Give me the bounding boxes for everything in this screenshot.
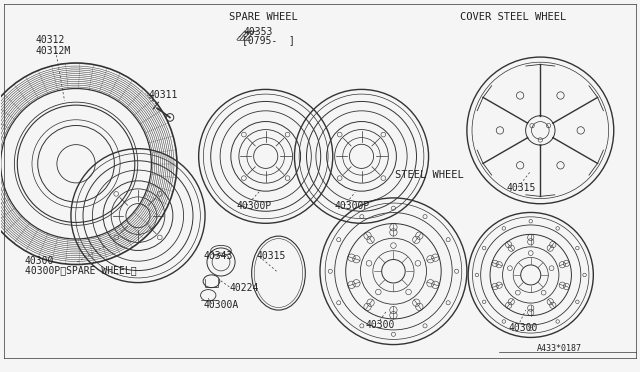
Text: 40315: 40315 (506, 183, 536, 193)
Text: 40315: 40315 (256, 251, 285, 262)
Text: 40343: 40343 (204, 251, 233, 262)
Text: 40312: 40312 (36, 35, 65, 45)
Text: 40300P: 40300P (237, 201, 272, 211)
Text: 40311: 40311 (149, 90, 178, 100)
Text: 40300A: 40300A (204, 300, 239, 310)
Text: STEEL WHEEL: STEEL WHEEL (396, 170, 464, 180)
Text: 40300: 40300 (508, 323, 538, 333)
Text: 40300: 40300 (366, 320, 396, 330)
Text: SPARE WHEEL: SPARE WHEEL (229, 12, 298, 22)
Text: 40353: 40353 (243, 27, 273, 37)
Text: 40224: 40224 (229, 283, 259, 292)
Text: COVER STEEL WHEEL: COVER STEEL WHEEL (461, 12, 567, 22)
Text: A433*0187: A433*0187 (537, 344, 582, 353)
Text: 40300: 40300 (25, 256, 54, 266)
Text: 40312M: 40312M (36, 46, 71, 56)
Text: 40300P〈SPARE WHEEL〉: 40300P〈SPARE WHEEL〉 (25, 266, 136, 276)
Text: 40300P: 40300P (335, 201, 370, 211)
Ellipse shape (254, 239, 303, 308)
Text: [0795-  ]: [0795- ] (242, 35, 295, 45)
